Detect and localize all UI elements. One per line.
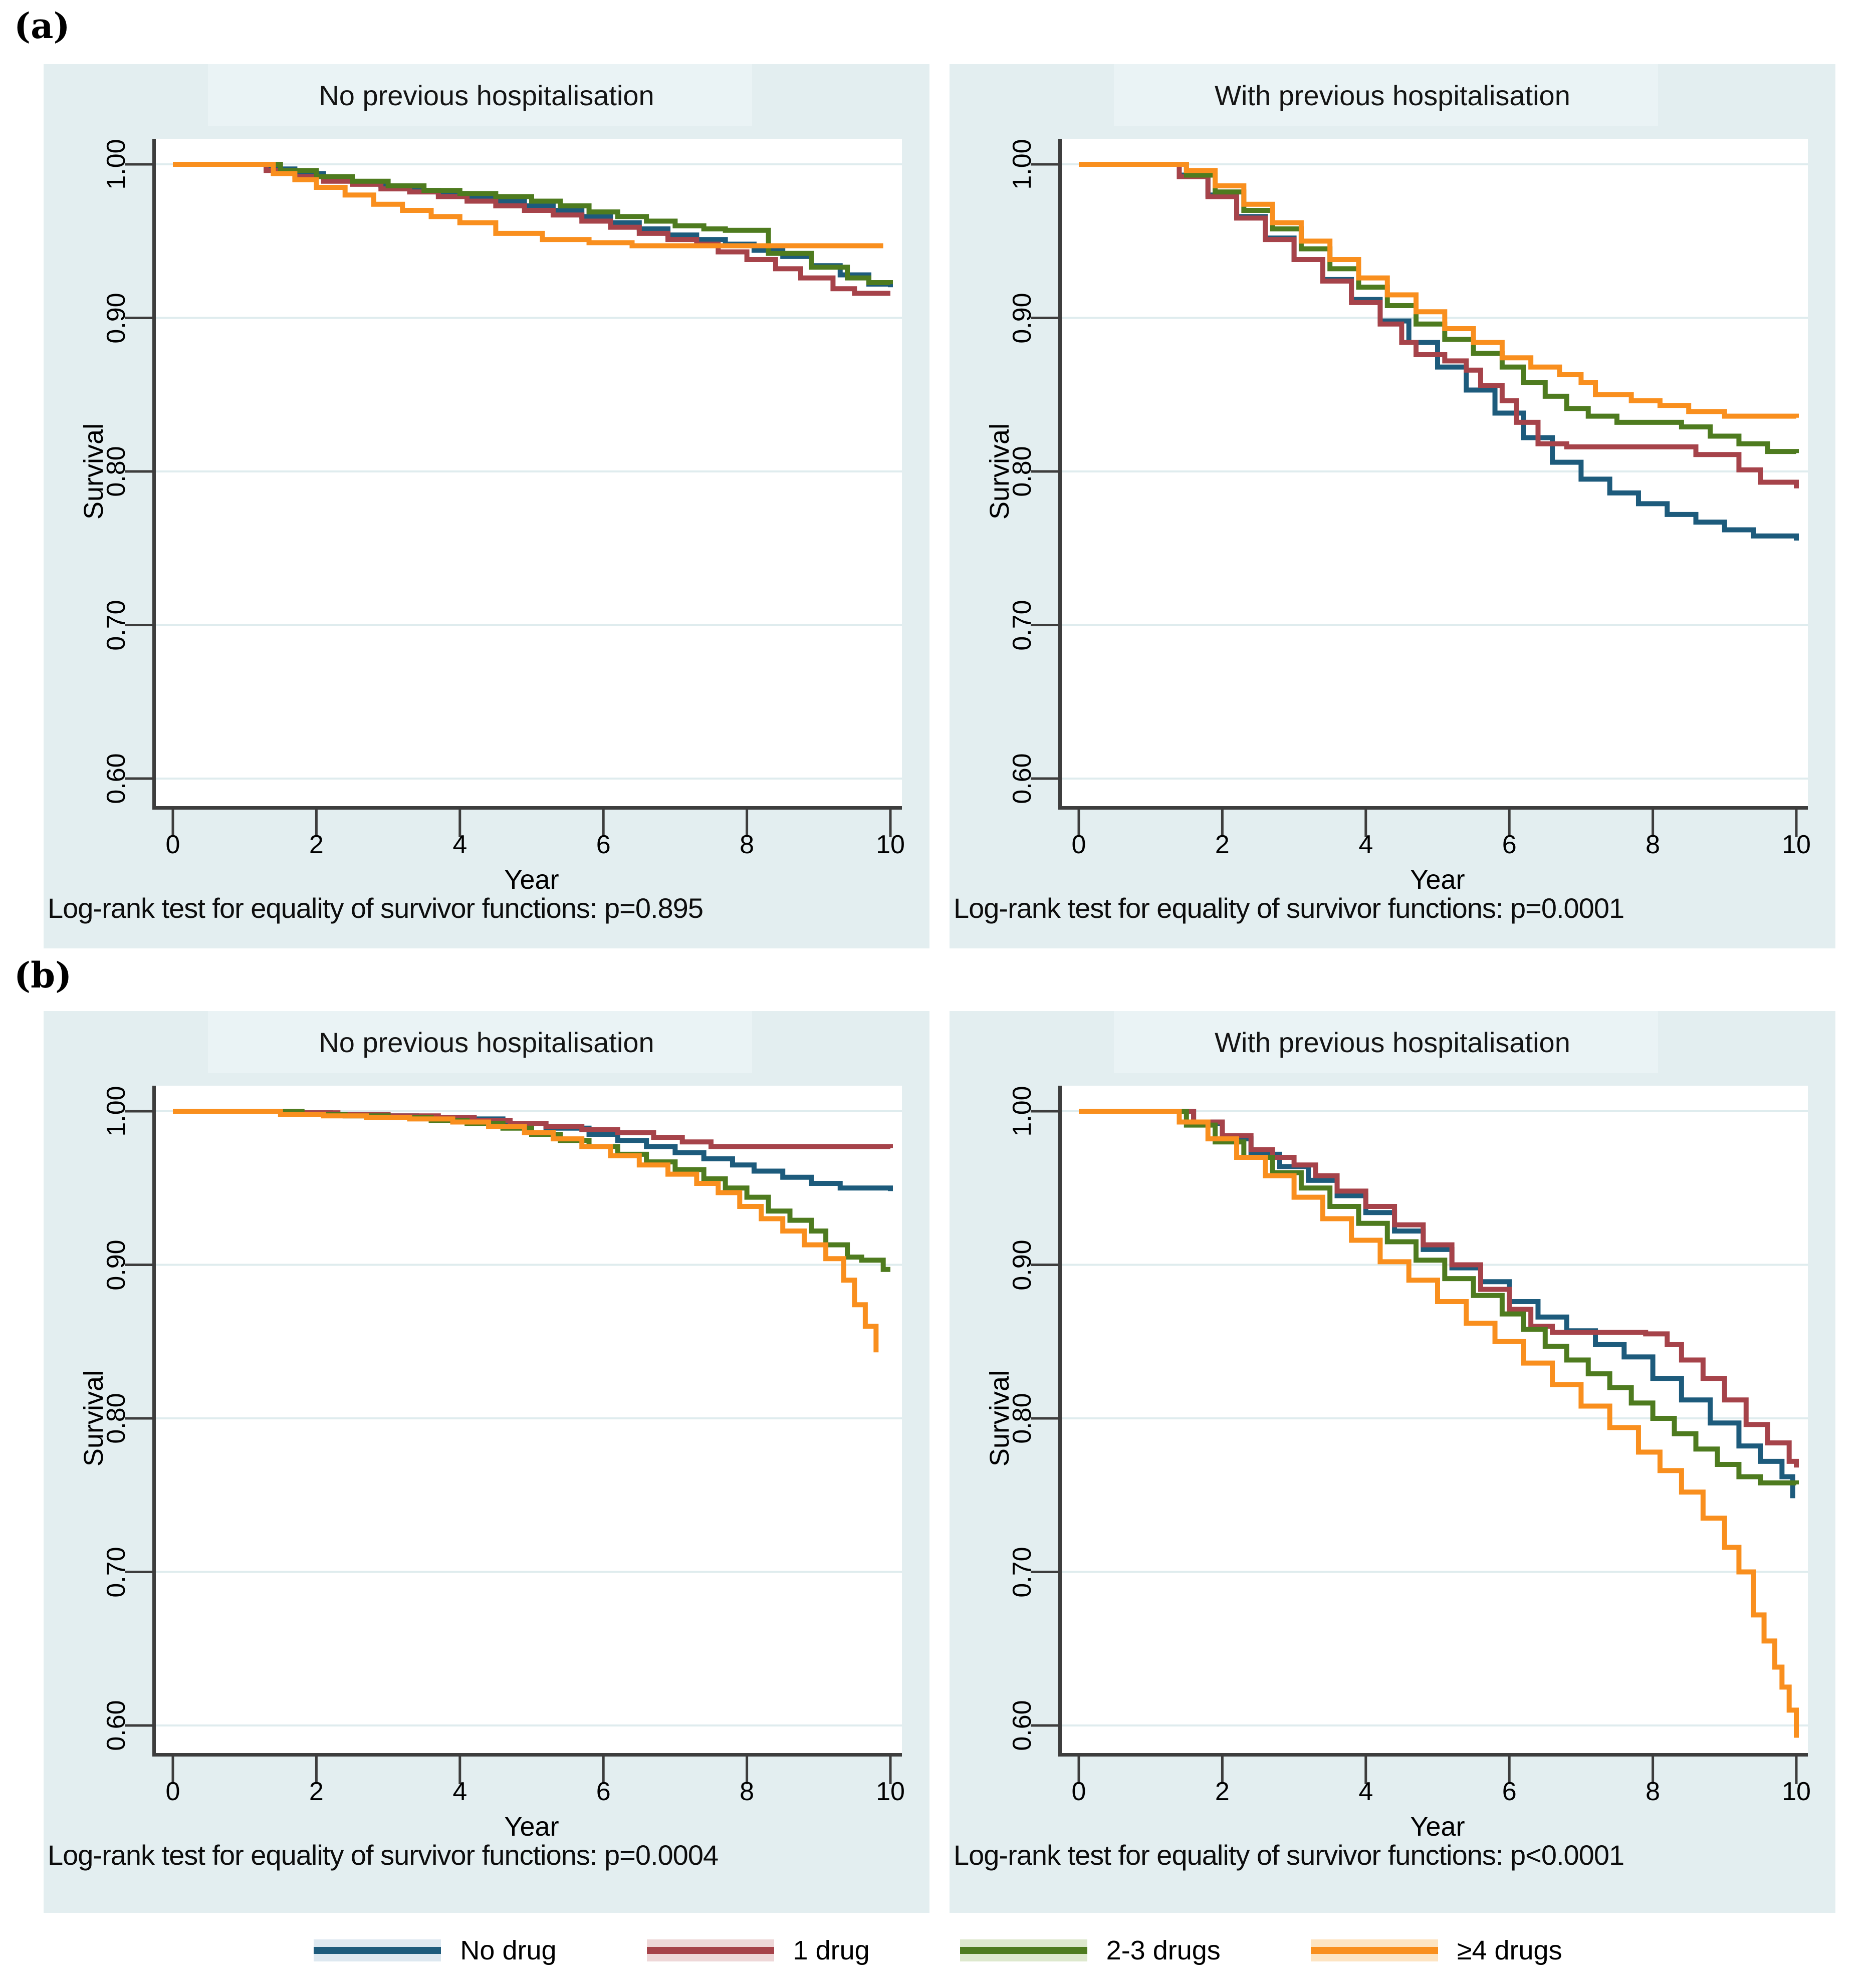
y-tick-label: 0.60 [1008, 753, 1037, 804]
survival-plot [125, 139, 902, 837]
x-tick-label: 0 [1071, 830, 1086, 859]
panel-a-with-previous-hospitalisation: With previous hospitalisation Survival Y… [950, 64, 1835, 948]
legend-label: 1 drug [793, 1935, 870, 1965]
panel-title-band [208, 1011, 752, 1073]
legend-label: ≥4 drugs [1457, 1935, 1562, 1965]
panel-title: No previous hospitalisation [319, 1026, 654, 1058]
km-curve--4-drugs [1079, 162, 1799, 419]
x-tick-label: 10 [876, 1777, 905, 1806]
y-tick-label: 0.60 [1008, 1700, 1037, 1751]
section-label-a: (a) [14, 5, 70, 47]
legend-item-4plus-drugs: ≥4 drugs [1310, 1935, 1562, 1966]
panel-title: With previous hospitalisation [1215, 1026, 1570, 1058]
panel-title-band [1114, 64, 1658, 126]
x-axis-title: Year [504, 865, 559, 895]
x-tick-label: 0 [165, 1777, 180, 1806]
x-tick-label: 8 [740, 1777, 755, 1806]
x-tick-label: 10 [876, 830, 905, 859]
two-three-drugs-line-swatch [960, 1939, 1087, 1961]
y-tick-label: 1.00 [1008, 139, 1037, 190]
x-axis-title: Year [504, 1812, 559, 1842]
x-tick-label: 6 [1502, 830, 1517, 859]
y-tick-label: 0.90 [102, 292, 131, 344]
km-curve-1-drug [1079, 1109, 1799, 1468]
x-tick-label: 4 [452, 830, 467, 859]
y-tick-label: 0.90 [1008, 1239, 1037, 1291]
x-tick-label: 4 [1358, 1777, 1373, 1806]
x-tick-label: 4 [452, 1777, 467, 1806]
y-tick-label: 1.00 [1008, 1086, 1037, 1137]
legend-item-2-3-drugs: 2-3 drugs [960, 1935, 1221, 1966]
x-tick-label: 6 [596, 830, 611, 859]
km-curve--4-drugs [173, 162, 883, 249]
legend: No drug 1 drug 2-3 drugs ≥4 drugs [0, 1923, 1876, 1978]
x-tick-label: 10 [1782, 830, 1811, 859]
log-rank-text: Log-rank test for equality of survivor f… [48, 1839, 719, 1871]
y-tick-label: 0.70 [102, 599, 131, 651]
panel-b-with-previous-hospitalisation: With previous hospitalisation Survival Y… [950, 1011, 1835, 1913]
no-drug-line-swatch [314, 1939, 441, 1961]
survival-plot [1031, 1086, 1808, 1784]
x-tick-label: 2 [309, 1777, 324, 1806]
km-curve-1-drug [173, 162, 890, 296]
x-tick-label: 8 [740, 830, 755, 859]
panel-title: No previous hospitalisation [319, 79, 654, 111]
x-tick-label: 6 [1502, 1777, 1517, 1806]
y-tick-label: 1.00 [102, 1086, 131, 1137]
x-axis-title: Year [1410, 865, 1465, 895]
y-tick-label: 0.90 [102, 1239, 131, 1291]
km-curve-2-3-drugs [173, 162, 893, 286]
legend-label: No drug [460, 1935, 557, 1965]
log-rank-text: Log-rank test for equality of survivor f… [954, 1839, 1624, 1871]
four-plus-drugs-line-swatch [1310, 1939, 1438, 1961]
section-label-b: (b) [14, 954, 72, 996]
y-tick-label: 0.80 [102, 1393, 131, 1444]
x-tick-label: 2 [309, 830, 324, 859]
x-tick-label: 6 [596, 1777, 611, 1806]
y-tick-label: 1.00 [102, 139, 131, 190]
y-tick-label: 0.70 [102, 1546, 131, 1598]
km-curve--4-drugs [1079, 1109, 1799, 1738]
y-tick-label: 0.80 [1008, 1393, 1037, 1444]
y-tick-label: 0.70 [1008, 1546, 1037, 1598]
panel-b-no-previous-hospitalisation: No previous hospitalisation Survival Yea… [44, 1011, 929, 1913]
x-tick-label: 8 [1646, 830, 1661, 859]
survival-plot [1031, 139, 1808, 837]
legend-label: 2-3 drugs [1106, 1935, 1221, 1965]
x-tick-label: 2 [1215, 1777, 1230, 1806]
x-tick-label: 2 [1215, 830, 1230, 859]
legend-item-1-drug: 1 drug [646, 1935, 870, 1966]
y-tick-label: 0.60 [102, 1700, 131, 1751]
legend-item-no-drug: No drug [314, 1935, 557, 1966]
one-drug-line-swatch [646, 1939, 774, 1961]
km-curve-2-3-drugs [1079, 1109, 1799, 1485]
y-tick-label: 0.90 [1008, 292, 1037, 344]
km-curve-1-drug [1079, 162, 1799, 488]
km-curve-2-3-drugs [1079, 162, 1799, 454]
x-tick-label: 0 [1071, 1777, 1086, 1806]
x-tick-label: 8 [1646, 1777, 1661, 1806]
log-rank-text: Log-rank test for equality of survivor f… [954, 892, 1624, 924]
x-tick-label: 4 [1358, 830, 1373, 859]
km-curve--4-drugs [173, 1109, 879, 1353]
survival-plot [125, 1086, 902, 1784]
y-tick-label: 0.60 [102, 753, 131, 804]
y-tick-label: 0.80 [102, 446, 131, 497]
panel-a-no-previous-hospitalisation: No previous hospitalisation Survival Yea… [44, 64, 929, 948]
panel-title-band [208, 64, 752, 126]
panel-title-band [1114, 1011, 1658, 1073]
y-tick-label: 0.80 [1008, 446, 1037, 497]
x-axis-title: Year [1410, 1812, 1465, 1842]
log-rank-text: Log-rank test for equality of survivor f… [48, 892, 704, 924]
panel-title: With previous hospitalisation [1215, 79, 1570, 111]
x-tick-label: 0 [165, 830, 180, 859]
x-tick-label: 10 [1782, 1777, 1811, 1806]
y-tick-label: 0.70 [1008, 599, 1037, 651]
